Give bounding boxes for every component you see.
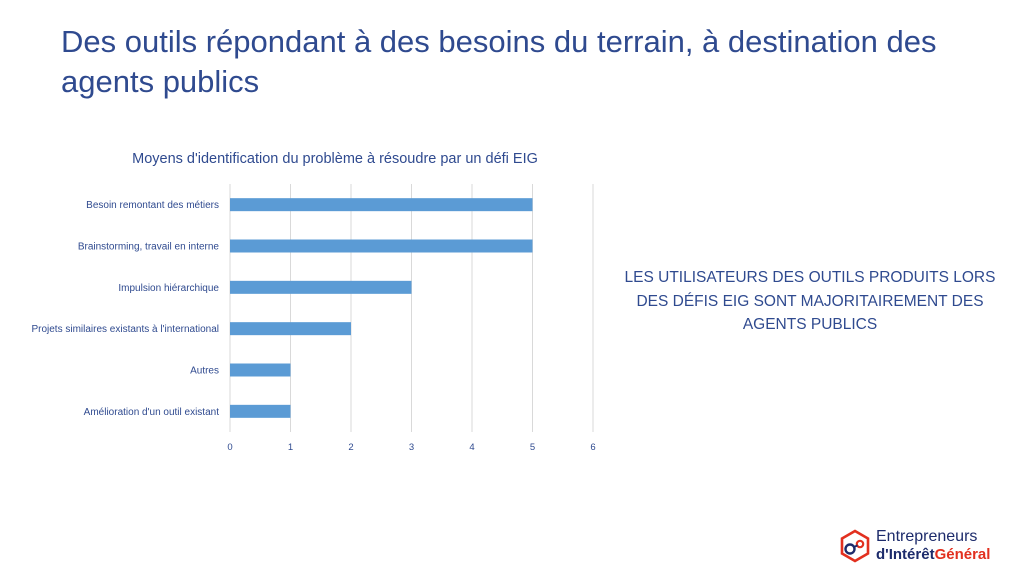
x-tick-label: 2 (348, 442, 353, 453)
bar (230, 404, 291, 418)
eig-logo: Entrepreneurs d'IntérêtGénéral (838, 528, 1018, 572)
x-tick-label: 1 (288, 442, 293, 453)
bar (230, 363, 291, 377)
chart-title: Moyens d'identification du problème à ré… (132, 151, 538, 167)
bar (230, 198, 533, 212)
category-label: Impulsion hiérarchique (118, 283, 219, 294)
category-label: Autres (190, 366, 219, 377)
callout-text: LES UTILISATEURS DES OUTILS PRODUITS LOR… (624, 269, 996, 333)
bar (230, 239, 533, 253)
slide-title: Des outils répondant à des besoins du te… (61, 24, 937, 99)
x-tick-label: 3 (409, 442, 414, 453)
x-tick-label: 5 (530, 442, 535, 453)
category-label: Besoin remontant des métiers (86, 200, 219, 211)
bar (230, 322, 351, 336)
category-label: Projets similaires existants à l'interna… (31, 324, 219, 335)
logo-line1: Entrepreneurs (876, 528, 978, 545)
hexagon-logo-icon (840, 529, 870, 563)
x-tick-label: 6 (590, 442, 595, 453)
logo-line2-part2: Général (934, 546, 991, 563)
logo-line2-part1: d'Intérêt (876, 546, 935, 563)
x-tick-label: 0 (227, 442, 232, 453)
bar (230, 280, 412, 294)
category-label: Amélioration d'un outil existant (84, 407, 220, 418)
x-tick-label: 4 (469, 442, 474, 453)
logo-line2: d'IntérêtGénéral (876, 546, 990, 564)
category-label: Brainstorming, travail en interne (78, 242, 220, 253)
